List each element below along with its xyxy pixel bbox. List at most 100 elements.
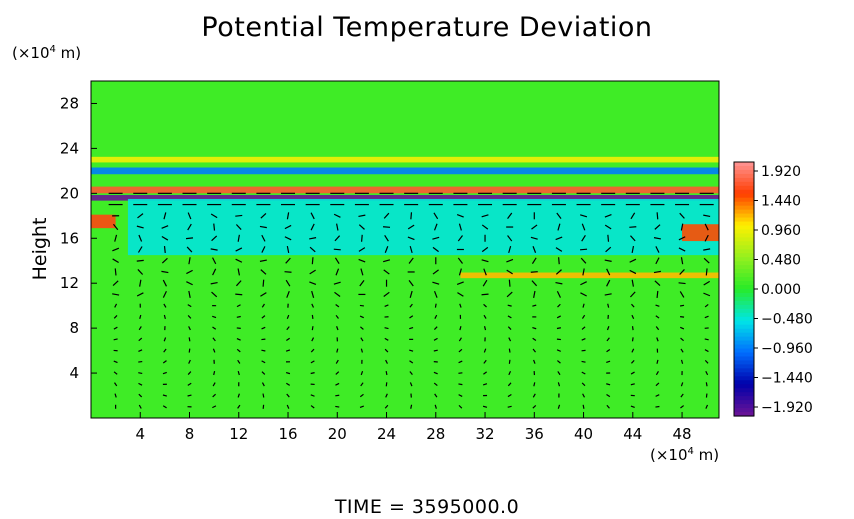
wind-arrow xyxy=(236,304,241,308)
wind-arrow xyxy=(161,225,169,229)
x-tick-label: 36 xyxy=(525,425,544,443)
wind-arrow xyxy=(532,326,537,330)
x-tick-label: 8 xyxy=(185,425,195,443)
colorbar-tick-label: 0.960 xyxy=(761,223,801,239)
wind-arrow xyxy=(286,393,290,398)
colorbar-cell xyxy=(734,289,754,294)
colorbar-cell xyxy=(734,400,754,405)
wind-arrow xyxy=(655,405,660,408)
wind-arrow xyxy=(163,348,167,353)
wind-arrow xyxy=(138,404,142,409)
wind-arrow xyxy=(187,212,192,220)
wind-arrow xyxy=(556,349,561,352)
colorbar-tick-label: −1.440 xyxy=(761,371,813,387)
colorbar-cell xyxy=(734,261,754,266)
wind-arrow xyxy=(285,279,291,287)
wind-arrow xyxy=(680,382,684,387)
wind-arrow xyxy=(680,337,684,342)
wind-arrow xyxy=(678,236,686,241)
wind-arrow xyxy=(434,303,437,308)
wind-arrow xyxy=(335,359,339,364)
wind-arrow xyxy=(631,326,634,331)
wind-arrow xyxy=(161,235,169,241)
wind-arrow xyxy=(507,235,513,242)
y-axis: 4 8 12 16 20 24 28 xyxy=(60,94,97,382)
wind-arrow xyxy=(481,293,489,296)
wind-arrow xyxy=(382,226,391,228)
wind-arrow xyxy=(581,382,586,387)
wind-arrow xyxy=(507,326,512,331)
wind-arrow xyxy=(532,404,537,409)
wind-arrow xyxy=(359,315,364,319)
wind-arrow xyxy=(261,349,266,352)
wind-arrow xyxy=(507,382,512,387)
wind-arrow xyxy=(187,304,192,308)
wind-arrow xyxy=(580,248,588,251)
wind-arrow xyxy=(555,269,562,275)
wind-arrow xyxy=(654,280,661,287)
wind-arrow xyxy=(655,257,660,265)
wind-arrow xyxy=(704,315,709,319)
wind-arrow xyxy=(483,268,487,276)
wind-arrow xyxy=(311,337,315,342)
wind-arrow xyxy=(458,360,463,364)
colorbar-tick-label: 1.920 xyxy=(761,164,801,180)
wind-arrow xyxy=(580,281,587,286)
wind-arrow xyxy=(262,279,265,287)
wind-arrow xyxy=(138,234,143,242)
wind-arrow xyxy=(284,224,292,230)
wind-arrow xyxy=(384,348,389,353)
colorbar-cell xyxy=(734,308,754,314)
wind-arrow xyxy=(530,271,538,273)
wind-arrow xyxy=(237,359,241,364)
wind-arrow xyxy=(188,337,191,342)
wind-arrow xyxy=(531,280,538,287)
wind-arrow xyxy=(581,338,586,341)
wind-arrow xyxy=(139,314,142,319)
wind-arrow xyxy=(358,224,365,230)
wind-arrow xyxy=(310,348,315,353)
wind-arrow xyxy=(507,315,512,319)
wind-arrow xyxy=(432,246,439,253)
wind-arrow xyxy=(261,382,265,387)
wind-arrow xyxy=(162,360,167,364)
wind-arrow xyxy=(286,212,290,220)
wind-arrow xyxy=(335,382,340,386)
wind-arrow xyxy=(580,214,588,218)
wind-arrow xyxy=(136,292,144,297)
colorbar-tick-label: −1.920 xyxy=(761,400,813,416)
wind-arrow xyxy=(705,382,708,387)
wind-arrow xyxy=(409,245,413,254)
wind-arrow xyxy=(259,259,267,262)
wind-arrow xyxy=(162,291,167,298)
wind-arrow xyxy=(482,405,488,408)
colorbar-cell xyxy=(734,380,754,385)
wind-arrow xyxy=(383,269,390,275)
wind-arrow xyxy=(213,223,216,231)
wind-arrow xyxy=(409,382,413,387)
wind-arrow xyxy=(458,404,463,409)
wind-arrow xyxy=(508,371,512,376)
colorbar-cell xyxy=(734,253,754,258)
colorbar-cell xyxy=(734,173,754,179)
wind-arrow xyxy=(653,237,661,240)
wind-arrow xyxy=(139,279,142,287)
wind-arrow xyxy=(581,223,586,231)
wind-arrow xyxy=(606,393,611,398)
wind-arrow xyxy=(458,268,462,276)
wind-arrow xyxy=(286,326,290,331)
wind-arrow xyxy=(680,348,684,353)
colorbar-cell xyxy=(734,384,754,389)
wind-arrow xyxy=(407,236,415,241)
colorbar-cell xyxy=(734,412,754,417)
wind-arrow xyxy=(163,337,167,342)
wind-arrow xyxy=(138,349,143,352)
x-tick-label: 12 xyxy=(229,425,248,443)
wind-arrow xyxy=(309,269,316,275)
wind-arrow xyxy=(210,281,218,285)
wind-arrow xyxy=(212,337,216,342)
colorbar-cell xyxy=(734,285,754,290)
wind-arrow xyxy=(360,268,364,276)
wind-arrow xyxy=(188,257,191,265)
